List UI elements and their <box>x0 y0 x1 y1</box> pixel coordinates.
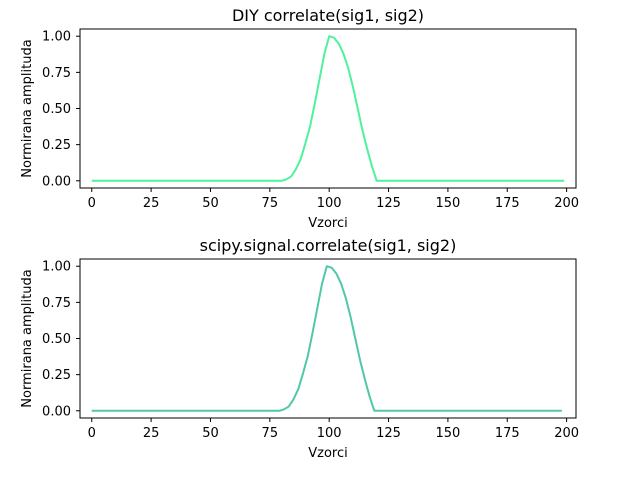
top-series-line-0 <box>91 35 565 182</box>
top-y-tick-label-1: 0.25 <box>42 138 71 153</box>
top-x-tick-label-7: 175 <box>495 196 520 211</box>
bottom-x-tick-label-7: 175 <box>495 426 520 441</box>
bottom-x-tick-label-1: 25 <box>143 426 160 441</box>
chart-scipy-correlate: 0 25 50 75 100 125 150 175 200 0.00 0.25 0.50 0.75 1.… <box>20 236 579 461</box>
bottom-series-line-0 <box>91 265 562 412</box>
top-x-tick-label-5: 125 <box>376 196 401 211</box>
top-x-axis-label: Vzorci <box>308 216 348 231</box>
bottom-y-tick-label-4: 1.00 <box>42 260 71 275</box>
top-y-tick-label-4: 1.00 <box>42 30 71 45</box>
top-x-tick-label-0: 0 <box>88 196 96 211</box>
bottom-y-tick-label-1: 0.25 <box>42 368 71 383</box>
top-x-tick-label-1: 25 <box>143 196 160 211</box>
bottom-x-tick-label-5: 125 <box>376 426 401 441</box>
bottom-y-tick-label-0: 0.00 <box>42 404 71 419</box>
bottom-x-axis-label: Vzorci <box>308 446 348 461</box>
top-chart-title: DIY correlate(sig1, sig2) <box>232 6 424 25</box>
top-x-tick-label-2: 50 <box>202 196 219 211</box>
bottom-x-tick-label-2: 50 <box>202 426 219 441</box>
bottom-plot-frame <box>79 258 577 419</box>
top-y-tick-label-0: 0.00 <box>42 174 71 189</box>
bottom-x-tick-label-8: 200 <box>554 426 579 441</box>
top-x-tick-label-6: 150 <box>435 196 460 211</box>
top-plot-frame <box>79 28 577 189</box>
bottom-chart-title: scipy.signal.correlate(sig1, sig2) <box>200 236 457 255</box>
bottom-x-tick-label-0: 0 <box>88 426 96 441</box>
bottom-y-tick-label-3: 0.75 <box>42 296 71 311</box>
top-x-tick-label-4: 100 <box>317 196 342 211</box>
top-x-tick-label-8: 200 <box>554 196 579 211</box>
top-y-tick-label-3: 0.75 <box>42 66 71 81</box>
bottom-y-axis-label: Normirana amplituda <box>20 269 35 407</box>
bottom-x-tick-label-4: 100 <box>317 426 342 441</box>
chart-diy-correlate: 0 25 50 75 100 125 150 175 200 0.00 0.25 0.50 0.75 1.… <box>20 6 579 231</box>
bottom-x-tick-label-6: 150 <box>435 426 460 441</box>
bottom-x-tick-label-3: 75 <box>262 426 279 441</box>
bottom-y-tick-label-2: 0.50 <box>42 332 71 347</box>
top-x-tick-label-3: 75 <box>262 196 279 211</box>
top-y-tick-label-2: 0.50 <box>42 102 71 117</box>
top-y-axis-label: Normirana amplituda <box>20 39 35 177</box>
